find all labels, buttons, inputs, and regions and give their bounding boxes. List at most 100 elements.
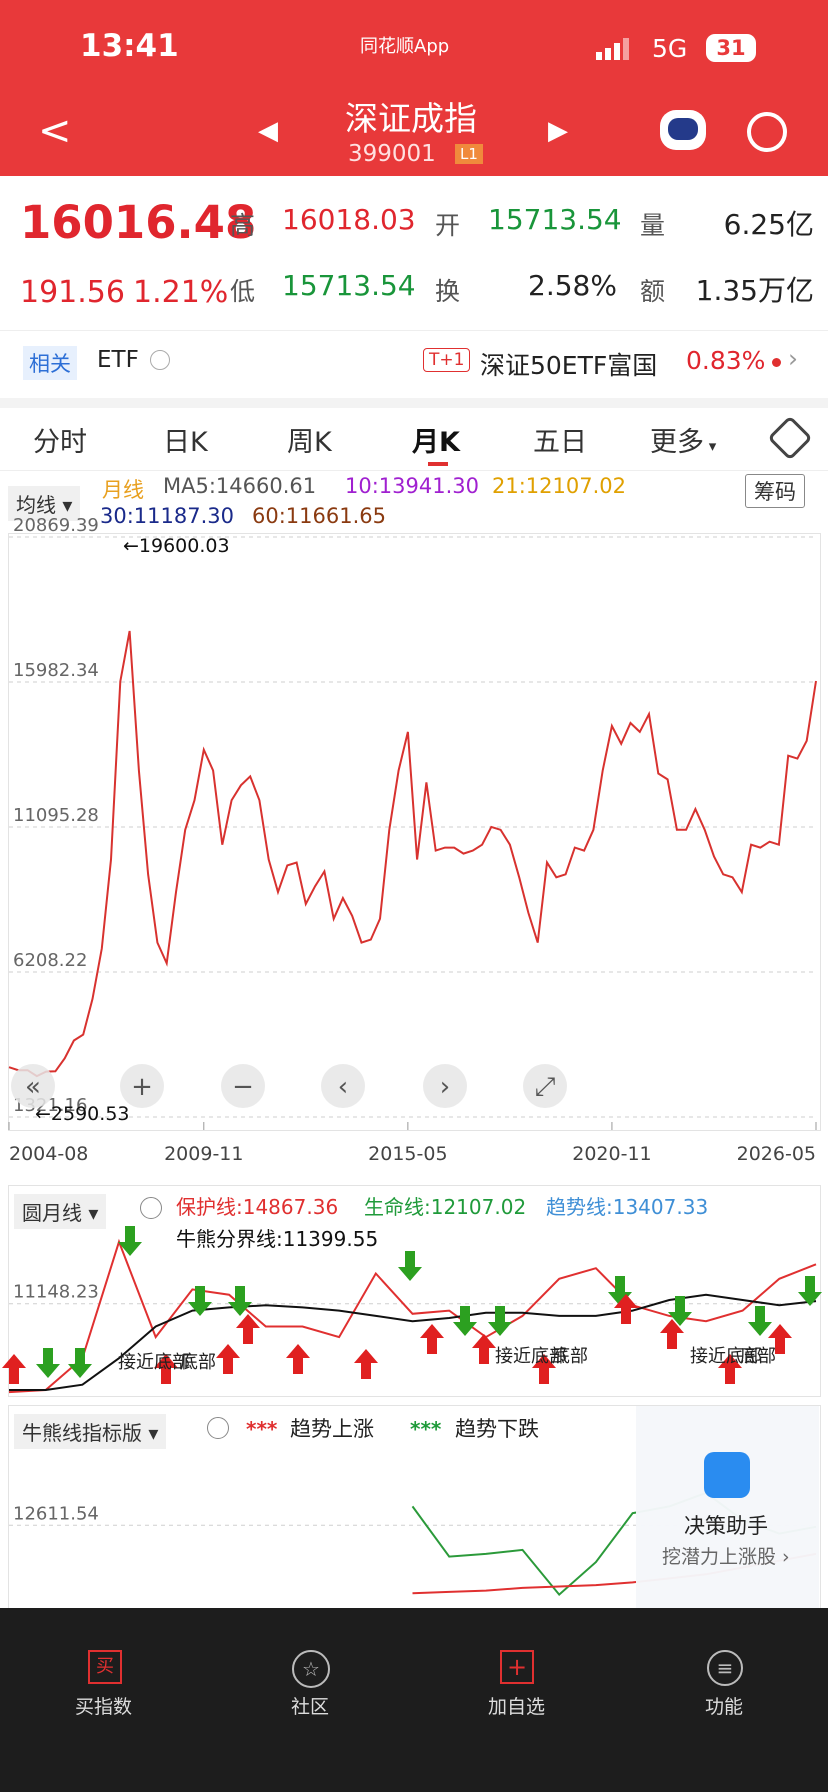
field-value: 6.25亿 xyxy=(723,208,814,241)
tab[interactable]: 五日 xyxy=(533,427,587,458)
status-network: 5G xyxy=(652,34,688,63)
change-pct: 1.21% xyxy=(133,275,229,310)
annotation: ←19600.03 xyxy=(123,535,230,557)
annotation: 接近底部 xyxy=(690,1346,762,1367)
legend-entry: 趋势下跌 xyxy=(455,1417,539,1441)
control-button[interactable] xyxy=(423,1064,467,1108)
nav-label[interactable]: 社区 xyxy=(291,1696,330,1718)
up-arrow xyxy=(718,1354,742,1384)
assistant-subtitle: 挖潜力上涨股 › xyxy=(662,1546,790,1568)
field-value: 2.58% xyxy=(528,269,617,302)
divider xyxy=(0,330,828,331)
up-arrow xyxy=(216,1344,240,1374)
prev-button[interactable]: ◀ xyxy=(258,116,278,146)
nav-label[interactable]: 功能 xyxy=(705,1696,744,1718)
control-button[interactable] xyxy=(321,1064,365,1108)
chevron[interactable]: › xyxy=(788,344,798,373)
ma-selector[interactable]: 均线 ▾ xyxy=(8,486,81,521)
ma-selector-text: 均线 xyxy=(16,493,56,517)
assistant-icon xyxy=(704,1452,750,1498)
annotation: 底部 xyxy=(552,1346,588,1367)
control-button[interactable] xyxy=(221,1064,265,1108)
down-arrow xyxy=(118,1226,142,1256)
down-arrow xyxy=(68,1348,92,1378)
search-icon[interactable] xyxy=(747,112,787,152)
nav-label[interactable]: 买指数 xyxy=(75,1696,133,1718)
robot-icon[interactable] xyxy=(660,110,706,150)
index-code: 399001 xyxy=(348,141,436,167)
down-arrow xyxy=(228,1286,252,1316)
down-arrow xyxy=(488,1306,512,1336)
ma-period: 月线 xyxy=(102,478,144,502)
nav-icon[interactable]: ☆ xyxy=(292,1650,330,1688)
tab[interactable]: 日K xyxy=(163,427,208,458)
indicator-text: 牛熊线指标版 xyxy=(22,1421,142,1445)
etf-label: ETF xyxy=(97,347,139,373)
divider xyxy=(0,398,828,408)
field-label: 量 xyxy=(640,211,666,240)
tab-underline xyxy=(428,462,448,466)
level-badge: L1 xyxy=(455,144,483,164)
control-button[interactable] xyxy=(523,1064,567,1108)
legend-entry: 牛熊分界线:11399.55 xyxy=(176,1227,378,1251)
down-arrow xyxy=(398,1251,422,1281)
status-app: 同花顺App xyxy=(360,36,450,57)
nav-icon[interactable]: ≡ xyxy=(707,1650,743,1686)
tab[interactable]: 周K xyxy=(287,427,332,458)
nav-icon[interactable]: 买 xyxy=(88,1650,122,1684)
back-button[interactable]: < xyxy=(38,108,72,154)
change: 191.56 xyxy=(20,275,125,310)
assistant-panel[interactable]: 决策助手 挖潜力上涨股 › xyxy=(636,1406,819,1614)
control-icon: « xyxy=(25,1072,41,1102)
main-chart-frame xyxy=(8,533,821,1131)
up-arrow xyxy=(472,1334,496,1364)
dot xyxy=(772,358,781,367)
field-label: 低 xyxy=(230,277,256,306)
help-icon[interactable] xyxy=(140,1197,162,1219)
indicator-selector[interactable]: 圆月线 ▾ xyxy=(14,1194,107,1229)
tab[interactable]: 分时 xyxy=(33,427,87,458)
y-tick-label: 20869.39 xyxy=(13,515,99,536)
up-arrow xyxy=(154,1354,178,1384)
etf-change: 0.83% xyxy=(686,346,766,375)
info-icon[interactable] xyxy=(150,350,170,370)
next-button[interactable]: ▶ xyxy=(548,116,568,146)
y-tick-label: 11148.23 xyxy=(13,1282,99,1303)
control-button[interactable] xyxy=(120,1064,164,1108)
nav-icon[interactable]: + xyxy=(500,1650,534,1684)
tab-text: 更多 xyxy=(650,427,704,458)
data-line xyxy=(8,630,817,1078)
legend-entry: 生命线:12107.02 xyxy=(364,1195,526,1219)
signal-icon xyxy=(596,38,636,60)
y-tick-label: 6208.22 xyxy=(13,950,87,971)
field-value: 16018.03 xyxy=(282,203,416,236)
help-icon[interactable] xyxy=(207,1417,229,1439)
annotation: 接近底部 xyxy=(118,1352,190,1373)
sub-chart-frame xyxy=(8,1185,821,1397)
tab[interactable]: 更多 ▾ xyxy=(650,427,717,458)
tab-active[interactable]: 月K xyxy=(412,427,460,458)
battery: 31 xyxy=(706,34,756,62)
down-arrow xyxy=(668,1296,692,1326)
chip-button[interactable]: 筹码 xyxy=(745,474,805,508)
x-tick-label: 2004-08 xyxy=(9,1143,88,1165)
nav-label[interactable]: 加自选 xyxy=(488,1696,546,1718)
field-label: 开 xyxy=(435,211,461,240)
control-button[interactable] xyxy=(11,1064,55,1108)
ma-value: MA5:14660.61 xyxy=(163,474,317,498)
annotation: 底部 xyxy=(740,1346,776,1367)
x-tick-label: 2015-05 xyxy=(368,1143,447,1165)
field-label: 换 xyxy=(435,277,461,306)
etf-name[interactable]: 深证50ETF富国 xyxy=(480,351,658,380)
divider xyxy=(0,470,828,471)
x-tick-label: 2026-05 xyxy=(737,1143,816,1165)
control-icon: + xyxy=(131,1072,153,1102)
page-title: 深证成指 xyxy=(345,99,477,138)
y-tick-label: 11095.28 xyxy=(13,805,99,826)
indicator-selector[interactable]: 牛熊线指标版 ▾ xyxy=(14,1414,167,1449)
legend-entry: 保护线:14867.36 xyxy=(176,1195,338,1219)
up-arrow xyxy=(660,1319,684,1349)
annotation: 底部 xyxy=(180,1352,216,1373)
x-tick-label: 2009-11 xyxy=(164,1143,243,1165)
